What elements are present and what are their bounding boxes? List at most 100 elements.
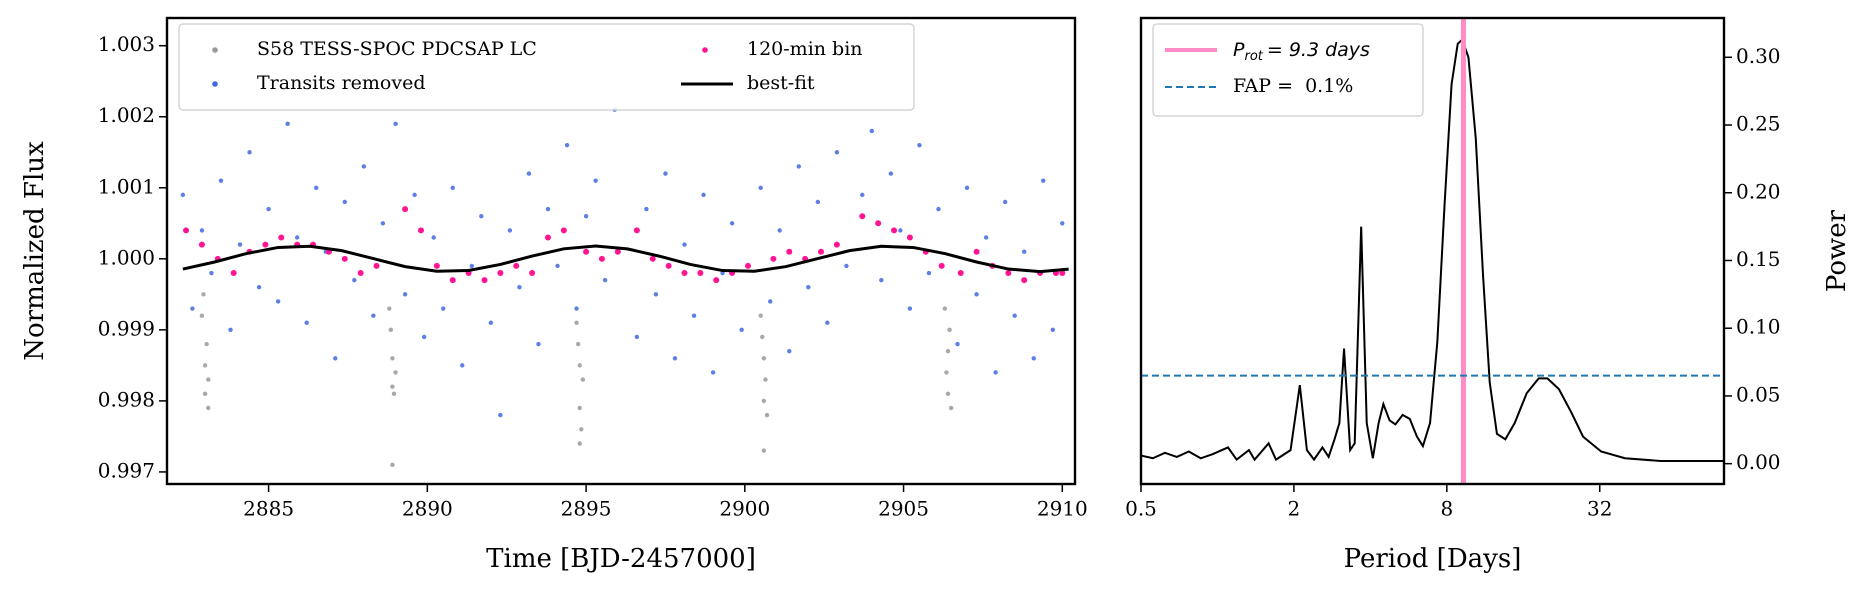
data-point [945,348,951,354]
plot-area [1141,18,1724,484]
data-point [825,320,830,325]
y-tick-label: 1.001 [98,174,155,198]
y-tick-label: 0.30 [1736,44,1781,68]
data-point [860,192,865,198]
data-point [1031,356,1036,361]
data-point [891,227,898,234]
data-point [450,185,455,190]
panel: 0.5 2 8 32 0.00 0.05 0.10 0.15 0.20 0.25 0.30 Perio… [1125,16,1852,574]
data-line [1141,37,1724,462]
legend-marker [212,47,218,53]
y-tick-label: 1.000 [98,245,155,269]
data-point [278,234,285,241]
data-point [357,270,364,277]
y-tick-label: 0.998 [98,387,155,411]
data-point [352,277,357,283]
data-point [729,221,735,226]
data-point [761,356,767,361]
data-point [888,171,894,176]
data-point [869,128,875,134]
data-point [682,242,687,247]
data-point [760,334,765,340]
data-point [431,235,436,240]
x-tick-label: 2 [1288,497,1301,521]
data-point [665,262,672,269]
x-tick-label: 32 [1587,497,1612,521]
data-point [507,228,513,233]
data-point [564,142,570,148]
data-point [614,248,621,255]
data-point [228,327,233,333]
x-tick-label: 2910 [1037,497,1088,521]
data-point [787,348,792,354]
data-point [806,285,811,290]
legend-box [1152,23,1424,117]
data-point [691,313,697,318]
data-point [833,241,840,248]
data-point [1012,313,1017,318]
data-point [945,391,951,396]
data-point [942,306,948,311]
data-point [936,206,941,212]
data-point [906,234,913,241]
data-point [460,363,465,368]
data-point [513,262,520,269]
legend-label: Prot = 9.3 days [1233,39,1370,64]
y-tick-label: 0.25 [1736,112,1781,136]
data-point [497,270,504,277]
legend-label: Transits removed [257,72,426,94]
y-tick-label: 1.002 [98,103,155,127]
data-point [433,262,440,269]
data-point [786,248,793,255]
legend-label: best-fit [747,72,815,94]
data-point [1060,221,1065,226]
data-point [266,206,271,212]
data-point [634,334,640,340]
data-point [387,306,392,311]
data-point [796,164,801,169]
data-point [275,299,281,304]
data-point [713,277,720,284]
data-point [1022,249,1027,254]
data-point [390,462,395,468]
data-point [593,178,598,183]
data-point [304,320,309,325]
x-tick-label: 2900 [719,497,770,521]
data-point [544,234,551,241]
data-point [580,377,586,382]
legend-subscript: rot [1244,49,1263,64]
data-point [898,228,903,233]
data-point [710,370,716,375]
data-point [917,142,922,148]
data-point [770,255,777,262]
y-tick-label: 0.20 [1736,179,1781,203]
data-point [701,192,706,198]
data-point [373,262,380,269]
data-point [421,334,427,340]
legend-box [178,23,915,111]
data-point [285,121,290,127]
data-point [237,242,243,247]
data-point [938,262,945,269]
y-axis-label: Normalized Flux [20,141,50,361]
data-point [341,255,348,262]
data-point [204,341,209,347]
data-point [180,192,186,198]
data-point [577,363,582,368]
data-point [974,292,979,297]
data-point [764,412,770,418]
data-point [1005,270,1012,277]
x-tick-label: 8 [1440,497,1453,521]
data-point [199,228,205,233]
data-point [230,270,237,277]
data-point [1021,277,1028,284]
data-point [983,235,989,240]
data-point [633,227,640,234]
data-point [947,327,952,333]
data-point [1041,178,1046,183]
data-point [763,377,768,382]
data-point [393,370,398,375]
legend-label: FAP = 0.1% [1233,75,1353,97]
data-point [526,171,532,176]
